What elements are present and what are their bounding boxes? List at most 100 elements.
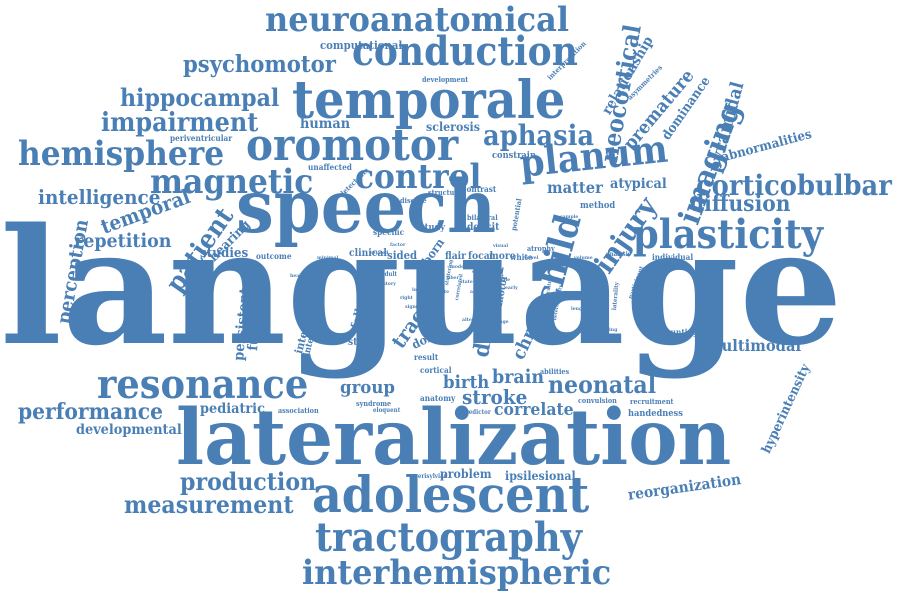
word-model: model [450,264,466,270]
word-right: right [400,295,413,301]
word-ipsilesional: ipsilesional [505,469,576,483]
word-group: group [340,377,395,398]
word-brain: brain [492,366,545,388]
word-sclerosis: sclerosis [426,120,480,134]
word-syndrome: syndrome [356,399,392,408]
word-conduction: conduction [352,28,578,75]
word-control: control [355,157,482,197]
word-oromotor: oromotor [246,120,459,171]
word-scan: scan [472,269,484,275]
word-early: early [505,285,518,291]
word-atrophy: atrophy [527,244,555,253]
word-aphasia: aphasia [483,119,595,152]
word-outcome: outcome [256,251,292,261]
word-healthy: healthy [290,273,310,279]
word-measurement: measurement [124,490,294,519]
word-sided: sided [387,249,418,262]
word-stream: stream [348,337,384,348]
word-periventricular: periventricular [170,133,233,143]
word-performance: performance [18,399,164,425]
word-studies: studies [200,246,249,261]
word-white: white [510,252,533,262]
word-magnetic: magnetic [150,162,314,202]
word-individual: individual [652,252,694,262]
word-length: length [571,306,588,312]
word-objective: objective [358,346,382,352]
word-production: production [180,467,317,496]
word-disease: disease [400,196,427,205]
word-recruitment: recruitment [630,397,674,406]
word-convulsion: convulsion [578,396,617,405]
word-more: more [489,251,516,262]
word-corticobulbar: corticobulbar [696,169,892,202]
word-problem: problem [440,467,492,481]
word-sample: sample [560,214,579,220]
word-fiber: fiber [447,275,459,281]
word-perisylvian: perisylvian [414,473,448,480]
word-age: age [470,289,480,295]
word-volume: volume [574,255,593,261]
word-neonatal: neonatal [548,370,657,399]
word-deficit: deficit [467,222,500,233]
word-diffusion: diffusion [690,191,791,217]
word-human: human [300,116,351,132]
word-visual: visual [493,243,509,249]
word-adolescent: adolescent [312,465,590,524]
word-accounting: accounting [652,327,699,337]
word-abilities: abilities [540,367,570,376]
word-lateralization: lateralization [176,393,732,483]
word-psychomotor: psychomotor [183,51,336,78]
word-matter: matter [547,178,603,197]
word-result: result [414,352,439,362]
word-temporale: temporale [292,70,566,131]
word-correlate: correlate [494,400,574,420]
word-resonance: resonance [97,361,309,408]
word-predictor: predictor [462,409,491,416]
word-hippocampal: hippocampal [120,83,280,112]
word-specific: specific [373,227,405,237]
word-atypical: atypical [610,176,667,192]
word-factor: factor [390,242,406,248]
word-method: method [580,201,616,211]
word-development: development [422,75,469,84]
word-repetition: repetition [74,230,172,252]
word-bilateral: bilateral [467,213,498,222]
word-anatomy: anatomy [420,393,456,403]
word-intelligence: intelligence [38,185,161,209]
word-language: language [0,193,843,381]
word-computational: computational [320,39,403,52]
word-study: study [420,223,446,233]
word-contrast: contrast [462,184,497,194]
word-constrain: constrain [492,151,536,161]
word-state: state [460,279,473,285]
word-speech: speech [236,164,496,250]
word-alter: alter [462,317,475,323]
word-handedness: handedness [628,409,683,419]
word-analysis: analysis [606,251,631,258]
word-unaffected: unaffected [308,162,352,172]
word-eloquent: eloquent [373,407,401,414]
word-variance: variance [594,337,621,344]
word-history: history [378,281,396,287]
word-developmental: developmental [76,422,182,438]
word-neuroanatomical: neuroanatomical [265,0,569,40]
word-tractography: tractography [315,514,583,561]
word-lobe: lobe [412,287,423,293]
word-structural: structural [428,188,465,197]
word-adult: adult [381,271,398,278]
word-whole: whole [495,277,511,283]
word-bleeding: bleeding [595,327,618,333]
word-left: left [420,295,429,301]
word-flair: flair [445,251,467,262]
word-impairment: impairment [101,108,259,138]
word-signal: signal [405,304,421,310]
word-change: change [490,319,509,325]
word-related: related [370,250,389,256]
word-plasticity: plasticity [633,211,824,258]
word-interhemispheric: interhemispheric [302,553,612,593]
word-vowel: vowel [524,255,539,261]
word-clinical: clinical [349,248,387,259]
word-minimal: minimal [317,255,339,261]
word-white-small: white [435,289,450,295]
